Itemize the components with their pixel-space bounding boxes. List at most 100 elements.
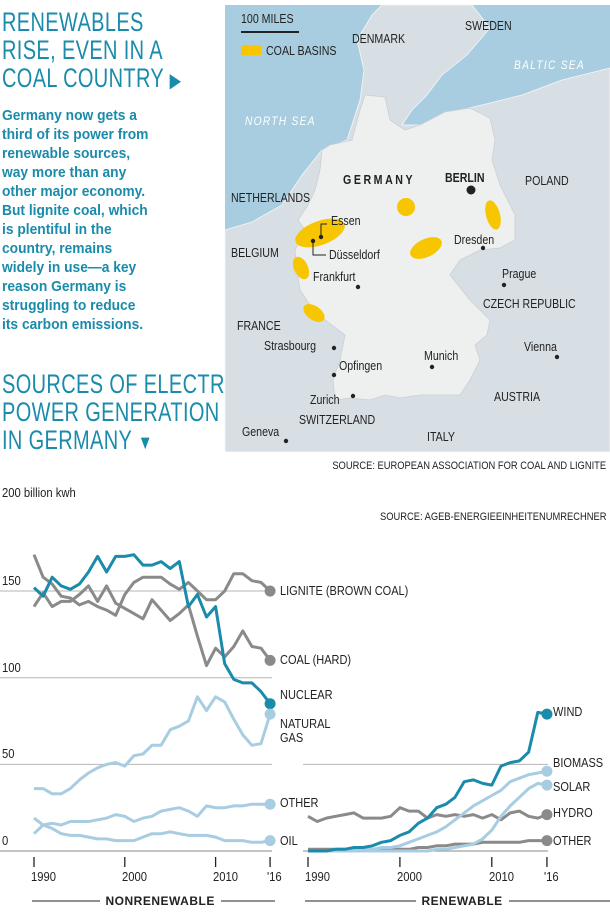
x-tick-label: 1990 [305,870,331,884]
map-source: SOURCE: EUROPEAN ASSOCIATION FOR COAL AN… [332,460,606,472]
zurich-dot [350,393,356,399]
coal-basin-ruhr [295,218,345,248]
intro-line: third of its power from [2,126,149,143]
intro-line: renewable sources, [2,145,131,162]
series-label: OTHER [280,796,319,810]
y-tick-label: 150 [2,574,21,589]
y-tick-label: 0 [2,834,9,848]
coal-basin-central [410,237,442,259]
label-denmark: DENMARK [352,32,406,46]
series-label: SOLAR [553,780,591,794]
panel-label: RENEWABLE [415,894,509,908]
label-italy: ITALY [427,430,455,444]
x-tick-label: 2000 [121,870,147,884]
prague-dot [501,282,507,288]
series-line-other [32,802,271,835]
coal-basin-lusatia [485,200,501,230]
label-frankfurt: Frankfurt [313,270,356,284]
legend-label: COAL BASINS [266,44,337,58]
end-point [541,835,553,847]
end-point [264,698,276,710]
end-point [541,708,553,720]
intro-line: widely in use—a key [2,259,137,276]
intro-line: is plentiful in the [2,221,112,238]
series-label: COAL (HARD) [280,653,352,667]
series-line-nuclear [32,553,272,705]
label-berlin: BERLIN [445,171,485,185]
geneva-dot [283,438,289,444]
end-point [541,809,553,821]
label-munich: Munich [424,349,459,363]
panel-label: NONRENEWABLE [99,894,221,908]
y-tick-label: 50 [2,747,15,762]
x-tick-label: 2000 [396,870,422,884]
label-essen: Essen [331,214,361,228]
end-point [264,585,276,597]
series-label: LIGNITE (BROWN COAL) [280,584,409,598]
series-label: NATURAL GAS [280,717,331,745]
berlin-dot [466,185,476,195]
series-label: BIOMASS [553,756,604,770]
y-tick-label: 100 [2,660,21,675]
leader-lines [312,223,327,256]
label-czech-republic: CZECH REPUBLIC [483,297,576,311]
label-netherlands: NETHERLANDS [231,191,311,205]
coal-basin-saar-north [292,256,310,280]
label-belgium: BELGIUM [231,246,279,260]
label-baltic-sea: BALTIC SEA [514,58,585,72]
headline: RENEWABLES RISE, EVEN IN A COAL COUNTRY … [2,8,181,95]
section-title-line: POWER GENERATION [2,397,220,427]
x-tick-label: 2010 [212,870,238,884]
series-label: HYDRO [553,806,593,820]
germany-map [224,4,610,452]
intro-text: Germany now gets a third of its power fr… [2,106,148,334]
x-tick-label: 1990 [31,870,57,884]
label-france: FRANCE [237,319,281,333]
series-line-biomass [308,769,548,853]
series-line-coal-hard- [32,584,272,668]
series-line-oil [33,816,271,844]
opfingen-dot [331,372,337,378]
label-strasbourg: Strasbourg [264,339,316,353]
headline-line: RENEWABLES [2,7,144,37]
end-point [264,798,276,810]
intro-line: way more than any [2,164,127,181]
intro-line: reason Germany is [2,278,127,295]
end-point [264,708,276,720]
scale-label: 100 MILES [241,12,294,26]
label-dresden: Dresden [454,233,495,247]
y-axis-label: 200 billion kwh [2,486,76,500]
strasbourg-dot [331,345,337,351]
series-line-wind [308,710,548,853]
label-poland: POLAND [525,174,569,188]
series-label: WIND [553,705,583,719]
section-title-line: IN GERMANY [2,425,132,455]
coal-basin-helmstedt [397,198,415,216]
triangle-down-icon: ▼ [137,432,153,454]
vienna-dot [554,354,560,360]
section-title-line: SOURCES OF ELECTRIC [2,369,246,399]
legend-swatch [241,45,261,55]
label-north-sea: NORTH SEA [245,114,316,128]
x-tick-label: '16 [267,870,282,884]
chart-source: SOURCE: AGEB-ENERGIEEINHEITENUMRECHNER [379,511,606,523]
intro-line: other major economy. [2,183,146,200]
intro-line: its carbon emissions. [2,316,144,333]
coal-basins [292,198,501,322]
intro-line: country, remains [2,240,113,257]
label-vienna: Vienna [524,340,557,354]
series-label: OTHER [553,834,592,848]
series-label: NUCLEAR [280,688,333,702]
intro-line: But lignite coal, which [2,202,148,219]
label-geneva: Geneva [242,425,280,439]
end-point [264,654,276,666]
end-point [541,765,553,777]
end-point [541,779,553,791]
label-switzerland: SWITZERLAND [299,413,376,427]
label-prague: Prague [502,267,537,281]
dresden-dot [480,245,486,251]
label-sweden: SWEDEN [465,19,512,33]
end-point [264,835,276,847]
